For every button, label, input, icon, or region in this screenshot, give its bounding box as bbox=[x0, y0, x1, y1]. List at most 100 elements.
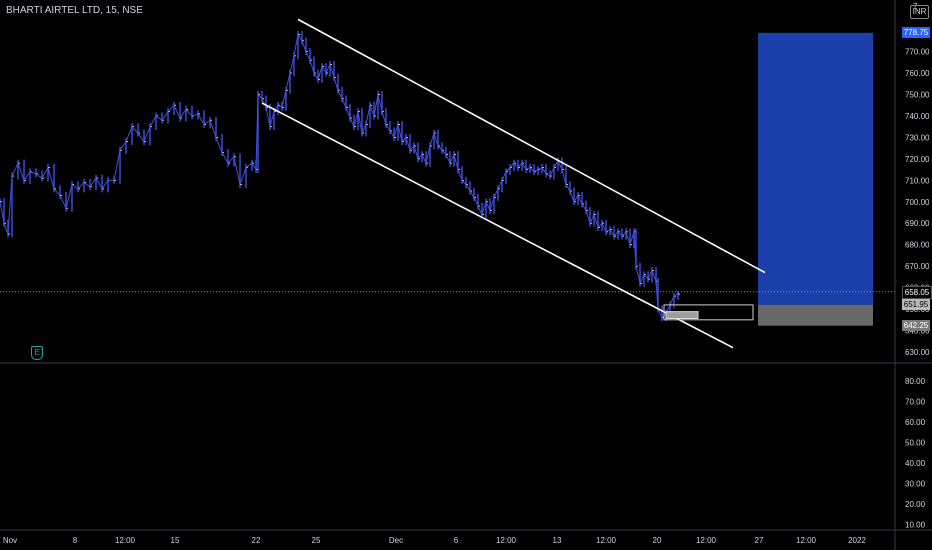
price-segment bbox=[565, 184, 571, 192]
price-segment bbox=[385, 124, 391, 132]
price-segment bbox=[349, 117, 355, 127]
price-segment bbox=[429, 132, 435, 147]
price-segment bbox=[83, 182, 91, 188]
target-price-badge: 778.75 bbox=[902, 27, 930, 38]
price-segment bbox=[549, 167, 555, 177]
price-axis-label: 710.00 bbox=[905, 176, 930, 185]
price-axis-label: 690.00 bbox=[905, 219, 930, 228]
price-segment bbox=[489, 197, 495, 211]
price-segment bbox=[269, 111, 275, 127]
price-segment bbox=[41, 167, 49, 179]
price-segment bbox=[621, 231, 627, 237]
price-segment bbox=[573, 195, 579, 203]
price-segment bbox=[581, 203, 587, 211]
price-segment bbox=[345, 107, 351, 119]
price-segment bbox=[501, 171, 507, 181]
price-segment bbox=[521, 162, 527, 170]
price-segment bbox=[601, 223, 607, 233]
price-segment bbox=[445, 154, 451, 164]
time-axis-label: Dec bbox=[389, 536, 403, 545]
entry-price-badge: 651.95 bbox=[902, 299, 930, 310]
price-segment bbox=[185, 109, 193, 117]
price-segment bbox=[221, 152, 229, 164]
price-segment bbox=[381, 111, 387, 125]
price-segment bbox=[329, 64, 335, 78]
stop-price-badge: 642.25 bbox=[902, 320, 930, 331]
pane2-axis-label: 60.00 bbox=[905, 418, 926, 427]
price-segment bbox=[333, 77, 339, 91]
price-segment bbox=[191, 113, 199, 117]
price-segment bbox=[655, 281, 659, 310]
price-segment bbox=[635, 266, 641, 284]
price-segment bbox=[77, 182, 85, 190]
currency-button[interactable]: INR bbox=[910, 5, 929, 19]
price-axis-label: 630.00 bbox=[905, 348, 930, 357]
price-segment bbox=[137, 132, 145, 142]
target-zone[interactable] bbox=[758, 32, 873, 305]
price-segment bbox=[131, 126, 139, 134]
price-segment bbox=[393, 124, 399, 138]
pane2-axis-label: 50.00 bbox=[905, 439, 926, 448]
price-segment bbox=[35, 173, 43, 179]
price-segment bbox=[277, 104, 283, 108]
time-axis-label: 12:00 bbox=[115, 536, 136, 545]
stop-zone[interactable] bbox=[758, 304, 873, 326]
price-segment bbox=[273, 104, 279, 112]
price-segment bbox=[305, 51, 311, 61]
price-segment bbox=[525, 167, 531, 171]
price-segment bbox=[369, 105, 375, 117]
price-axis-label: 730.00 bbox=[905, 133, 930, 142]
price-segment bbox=[485, 201, 491, 211]
price-axis-label: 640.00 bbox=[905, 327, 930, 336]
channel-upper-line[interactable] bbox=[297, 18, 766, 274]
price-segment bbox=[441, 149, 447, 155]
time-axis-label: 12:00 bbox=[796, 536, 817, 545]
price-segment bbox=[325, 64, 331, 74]
price-segment bbox=[409, 145, 415, 151]
price-segment bbox=[293, 34, 299, 56]
price-segment bbox=[433, 132, 439, 147]
entry-box-inner[interactable] bbox=[665, 311, 699, 320]
price-axis-label: 760.00 bbox=[905, 69, 930, 78]
price-segment bbox=[669, 295, 675, 305]
time-axis-label: 25 bbox=[312, 536, 321, 545]
time-axis-label: 12:00 bbox=[496, 536, 517, 545]
pane2-axis-label: 40.00 bbox=[905, 459, 926, 468]
price-segment bbox=[29, 171, 37, 175]
time-axis-label: 15 bbox=[171, 536, 180, 545]
price-segment bbox=[569, 190, 575, 202]
price-segment bbox=[469, 190, 475, 198]
price-segment bbox=[465, 184, 471, 192]
price-segment bbox=[47, 167, 55, 190]
time-axis-label: 8 bbox=[73, 536, 78, 545]
price-segment bbox=[413, 145, 419, 160]
price-segment bbox=[589, 214, 595, 224]
price-segment bbox=[317, 66, 323, 80]
time-axis-label: 27 bbox=[755, 536, 764, 545]
price-segment bbox=[405, 137, 411, 151]
price-segment bbox=[89, 177, 97, 188]
price-segment bbox=[625, 231, 631, 245]
price-segment bbox=[3, 223, 9, 235]
earnings-icon[interactable]: E bbox=[31, 346, 43, 360]
price-segment bbox=[289, 55, 295, 74]
price-segment bbox=[401, 137, 407, 143]
pane2-axis-label: 20.00 bbox=[905, 500, 926, 509]
price-segment bbox=[639, 274, 645, 284]
price-segment bbox=[505, 167, 511, 173]
price-segment bbox=[281, 90, 287, 108]
price-segment bbox=[209, 120, 217, 138]
channel-lower-line[interactable] bbox=[261, 102, 734, 349]
entry-range-box[interactable] bbox=[663, 304, 754, 321]
price-segment bbox=[609, 229, 615, 237]
price-segment bbox=[255, 94, 259, 170]
price-segment bbox=[95, 177, 103, 190]
price-segment bbox=[251, 162, 257, 170]
price-segment bbox=[553, 160, 559, 168]
price-segment bbox=[321, 66, 327, 74]
price-segment bbox=[457, 169, 463, 181]
price-segment bbox=[377, 94, 383, 112]
price-segment bbox=[11, 162, 19, 177]
price-segment bbox=[461, 179, 467, 185]
